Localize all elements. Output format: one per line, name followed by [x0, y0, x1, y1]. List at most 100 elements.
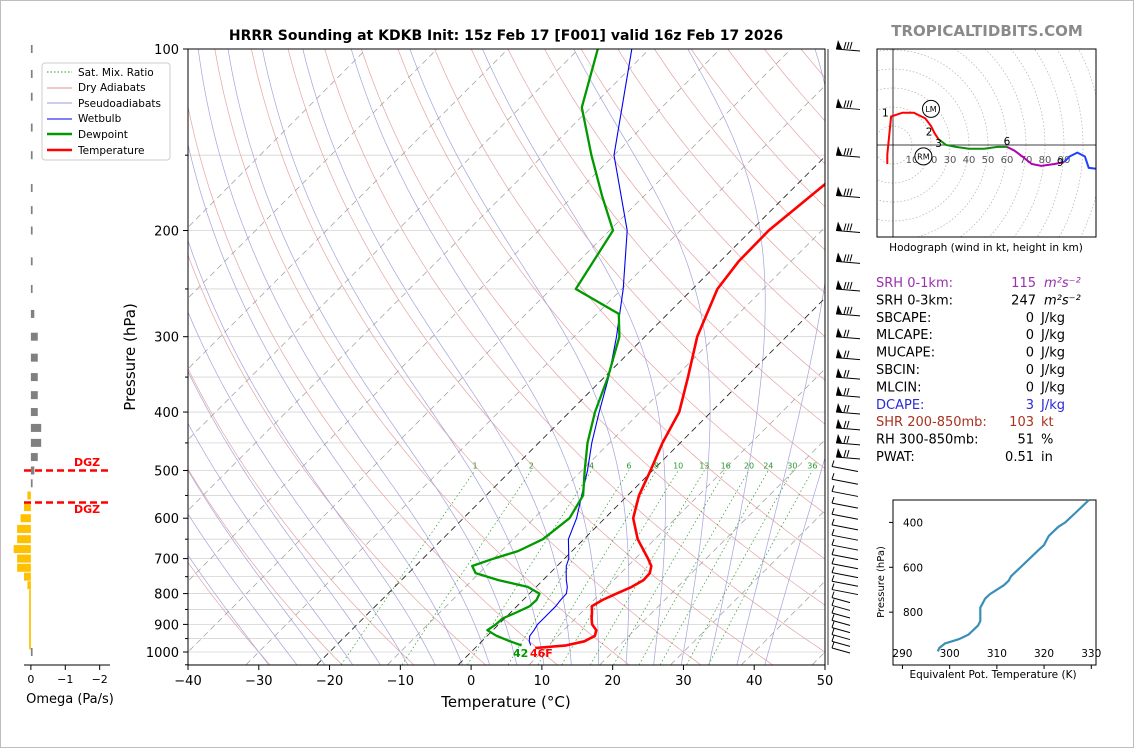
- mixing-ratio-label: 20: [744, 462, 754, 471]
- omega-bar: [17, 535, 31, 543]
- omega-bar: [17, 525, 31, 533]
- omega-bar: [31, 354, 38, 362]
- index-unit: kt: [1041, 415, 1054, 430]
- index-label: MLCAPE:: [876, 328, 933, 343]
- index-value: 247: [1011, 293, 1036, 308]
- storm-motion-label: RM: [917, 152, 930, 161]
- theta-e-xlabel: Equivalent Pot. Temperature (K): [909, 669, 1076, 681]
- index-value: 0: [1026, 363, 1034, 378]
- index-label: SRH 0-1km:: [876, 276, 953, 291]
- omega-x-tick-label: −1: [57, 673, 73, 686]
- omega-bar: [27, 491, 30, 499]
- omega-bar: [31, 424, 41, 432]
- skewt-xlabel: Temperature (°C): [440, 693, 570, 711]
- x-tick-label: 10: [534, 674, 551, 689]
- omega-bar: [31, 453, 38, 461]
- omega-bar: [31, 184, 33, 192]
- mixing-ratio-label: 13: [699, 462, 709, 471]
- theta-e-x-tick-label: 320: [1034, 648, 1054, 660]
- omega-x-tick-label: 0: [27, 673, 34, 686]
- hodograph-height-marker: 9: [1057, 157, 1064, 169]
- legend-label: Pseudoadiabats: [78, 98, 161, 110]
- index-value: 51: [1017, 433, 1034, 448]
- x-tick-label: 40: [746, 674, 763, 689]
- index-label: DCAPE:: [876, 398, 924, 413]
- omega-bar: [29, 613, 31, 621]
- index-unit: J/kg: [1040, 363, 1065, 378]
- omega-bar: [31, 439, 41, 447]
- dgz-label-top: DGZ: [74, 456, 100, 469]
- y-tick-label: 100: [154, 43, 179, 58]
- omega-bar: [29, 605, 31, 613]
- omega-bar: [31, 124, 33, 132]
- lm-storm-motion: LM: [923, 100, 940, 117]
- theta-e-y-tick-label: 600: [903, 562, 923, 574]
- mixing-ratio-label: 16: [721, 462, 731, 471]
- legend-label: Dry Adiabats: [78, 82, 146, 94]
- storm-motion-label: LM: [925, 105, 936, 114]
- hodograph-caption: Hodograph (wind in kt, height in km): [889, 242, 1083, 254]
- y-tick-label: 700: [154, 553, 179, 568]
- legend-label: Sat. Mix. Ratio: [78, 67, 154, 79]
- x-tick-label: −40: [174, 674, 201, 689]
- hodograph-ring-label: 40: [963, 155, 976, 166]
- omega-bar: [31, 227, 33, 235]
- index-value: 0: [1026, 328, 1034, 343]
- omega-bar: [17, 564, 31, 572]
- legend-label: Wetbulb: [78, 113, 122, 125]
- index-value: 103: [1009, 415, 1034, 430]
- index-unit: J/kg: [1040, 380, 1065, 395]
- hodograph-ring-label: 30: [944, 155, 957, 166]
- omega-bar: [14, 545, 31, 553]
- theta-e-x-tick-label: 310: [987, 648, 1007, 660]
- omega-bar: [29, 635, 31, 643]
- index-row: SHR 200-850mb: 103 kt: [876, 415, 1054, 430]
- index-unit: J/kg: [1040, 311, 1065, 326]
- y-tick-label: 400: [154, 406, 179, 421]
- index-label: SHR 200-850mb:: [876, 415, 987, 430]
- omega-bar: [31, 45, 33, 53]
- omega-bar: [27, 581, 30, 589]
- index-value: 0: [1026, 346, 1034, 361]
- index-value: 115: [1011, 276, 1036, 291]
- legend-label: Dewpoint: [78, 129, 128, 141]
- y-tick-label: 200: [154, 225, 179, 240]
- dgz-label-bottom: DGZ: [74, 503, 100, 516]
- omega-bar: [31, 648, 33, 656]
- mixing-ratio-label: 4: [589, 462, 594, 471]
- index-unit: m²s⁻²: [1044, 293, 1081, 308]
- y-tick-label: 900: [154, 618, 179, 633]
- omega-bar: [31, 479, 33, 487]
- omega-bar: [31, 206, 33, 214]
- omega-bar: [31, 408, 38, 416]
- omega-bar: [24, 503, 31, 511]
- index-unit: J/kg: [1040, 398, 1065, 413]
- omega-bar: [31, 93, 33, 101]
- mixing-ratio-label: 6: [626, 462, 631, 471]
- index-value: 3: [1026, 398, 1034, 413]
- theta-e-ylabel: Pressure (hPa): [876, 546, 887, 618]
- index-label: SBCAPE:: [876, 311, 931, 326]
- legend-label: Temperature: [77, 145, 145, 157]
- theta-e-y-tick-label: 800: [903, 607, 923, 619]
- mixing-ratio-label: 1: [472, 462, 477, 471]
- y-tick-label: 1000: [146, 646, 179, 661]
- hodograph-height-marker: 2: [926, 127, 933, 139]
- rm-storm-motion: RM: [915, 148, 932, 165]
- y-tick-label: 800: [154, 588, 179, 603]
- x-tick-label: −10: [387, 674, 414, 689]
- hodograph-ring-label: 50: [982, 155, 995, 166]
- x-tick-label: 30: [675, 674, 692, 689]
- hodograph-height-marker: 3: [935, 138, 942, 150]
- index-unit: in: [1041, 450, 1053, 465]
- hodograph-ring-label: 60: [1001, 155, 1014, 166]
- y-tick-label: 600: [154, 512, 179, 527]
- surface-dewpoint-label: 42: [513, 647, 528, 660]
- chart-title: HRRR Sounding at KDKB Init: 15z Feb 17 […: [229, 28, 783, 44]
- index-label: PWAT:: [876, 450, 915, 465]
- theta-e-x-tick-label: 330: [1081, 648, 1101, 660]
- mixing-ratio-label: 8: [654, 462, 659, 471]
- omega-bar: [29, 598, 31, 606]
- omega-xlabel: Omega (Pa/s): [26, 692, 114, 707]
- omega-bar: [31, 373, 38, 381]
